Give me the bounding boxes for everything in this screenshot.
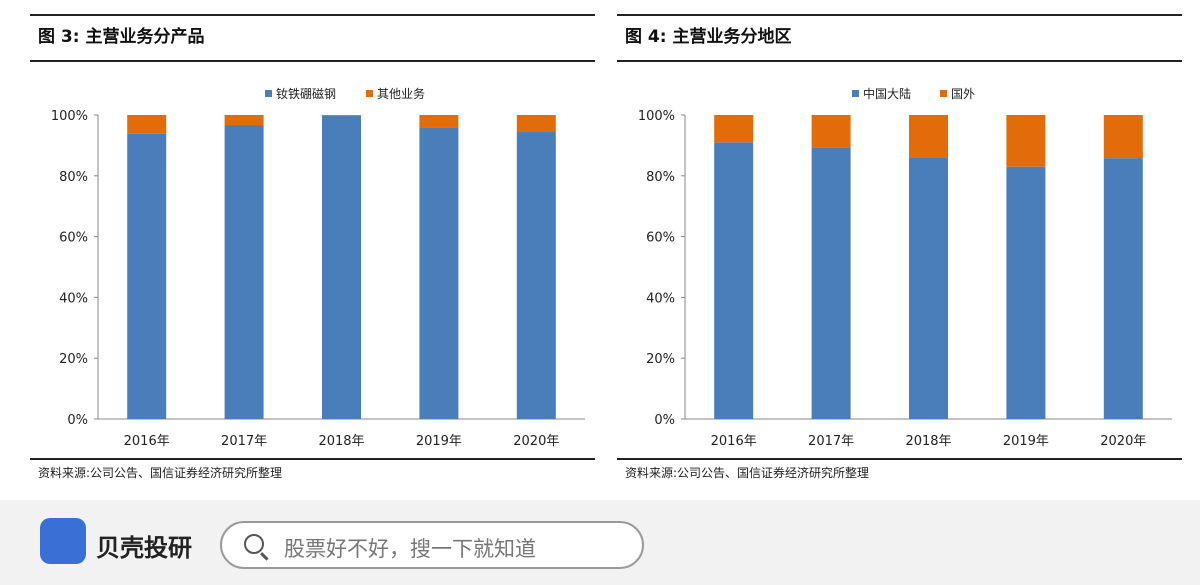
brand-name: 贝壳投研 xyxy=(96,534,192,562)
bar-segment-1 xyxy=(516,132,556,420)
legend-swatch xyxy=(366,90,373,97)
bar-segment-2 xyxy=(811,115,851,148)
bar-segment-1 xyxy=(127,133,167,419)
bar-segment-2 xyxy=(1006,115,1046,167)
legend-swatch xyxy=(265,90,272,97)
search-placeholder: 股票好不好，搜一下就知道 xyxy=(284,537,536,561)
bar-segment-2 xyxy=(419,115,459,128)
bar-segment-1 xyxy=(1103,158,1143,419)
bar-segment-2 xyxy=(224,115,264,126)
y-tick-label: 20% xyxy=(646,352,675,367)
source-note: 资料来源:公司公告、国信证券经济研究所整理 xyxy=(38,466,283,480)
bar-segment-1 xyxy=(322,115,361,420)
chart-title: 图 4: 主营业务分地区 xyxy=(625,27,792,47)
x-tick-label: 2020年 xyxy=(1100,434,1146,449)
bar-segment-1 xyxy=(419,127,459,419)
legend-label: 中国大陆 xyxy=(863,86,911,101)
chart-panel-regions: 图 4: 主营业务分地区 0% 20% 40% 60% 80% 100% 2016年 2017… xyxy=(617,0,1182,500)
x-tick-label: 2019年 xyxy=(416,434,462,449)
bar-segment-2 xyxy=(909,115,948,158)
chart-products: 0% 20% 40% 60% 80% 100% 2016年 2017年 2018年 2019年 20… xyxy=(51,86,585,449)
x-tick-label: 2018年 xyxy=(318,434,364,449)
x-tick-label: 2017年 xyxy=(808,434,854,449)
bar-segment-1 xyxy=(714,142,754,420)
bar-segment-2 xyxy=(127,115,167,134)
chart-regions: 0% 20% 40% 60% 80% 100% 2016年 2017年 2018年 2019年 20… xyxy=(638,86,1172,449)
bar-segment-2 xyxy=(516,115,556,133)
search-input[interactable]: 股票好不好，搜一下就知道 xyxy=(220,521,644,569)
y-tick-label: 80% xyxy=(646,170,675,185)
legend-swatch xyxy=(940,90,947,97)
divider xyxy=(617,14,1182,16)
x-tick-label: 2017年 xyxy=(221,434,267,449)
bar-segment-1 xyxy=(909,157,948,419)
chart-title: 图 3: 主营业务分产品 xyxy=(38,27,205,47)
y-tick-label: 100% xyxy=(51,109,88,124)
bar-segment-1 xyxy=(224,125,264,420)
divider xyxy=(30,14,595,16)
bar-segment-2 xyxy=(714,115,754,143)
y-tick-label: 80% xyxy=(59,170,88,185)
y-tick-label: 60% xyxy=(59,231,88,246)
y-tick-label: 60% xyxy=(646,231,675,246)
legend-label: 其他业务 xyxy=(377,86,425,101)
y-tick-label: 20% xyxy=(59,352,88,367)
brand-logo-icon xyxy=(40,518,86,564)
y-tick-label: 0% xyxy=(654,413,675,428)
source-note: 资料来源:公司公告、国信证券经济研究所整理 xyxy=(625,466,870,480)
bar-segment-1 xyxy=(811,147,851,419)
x-tick-label: 2019年 xyxy=(1003,434,1049,449)
legend-label: 国外 xyxy=(951,87,975,101)
y-tick-label: 100% xyxy=(638,109,675,124)
x-tick-label: 2016年 xyxy=(124,434,170,449)
y-tick-label: 0% xyxy=(67,413,88,428)
chart-panel-products: 图 3: 主营业务分产品 0% 20% 40% 60% 80% 100% 2016年 2017… xyxy=(30,0,595,500)
x-tick-label: 2016年 xyxy=(711,434,757,449)
search-icon xyxy=(244,534,264,554)
legend-swatch xyxy=(852,90,859,97)
legend-label: 钕铁硼磁钢 xyxy=(276,86,336,101)
y-tick-label: 40% xyxy=(59,291,88,306)
divider xyxy=(30,458,595,460)
divider xyxy=(617,458,1182,460)
x-tick-label: 2018年 xyxy=(905,434,951,449)
y-tick-label: 40% xyxy=(646,291,675,306)
divider xyxy=(30,60,595,62)
bar-segment-2 xyxy=(1103,115,1143,159)
x-tick-label: 2020年 xyxy=(513,434,559,449)
divider xyxy=(617,60,1182,62)
bar-segment-1 xyxy=(1006,166,1046,419)
bar-segment-2 xyxy=(322,115,361,116)
